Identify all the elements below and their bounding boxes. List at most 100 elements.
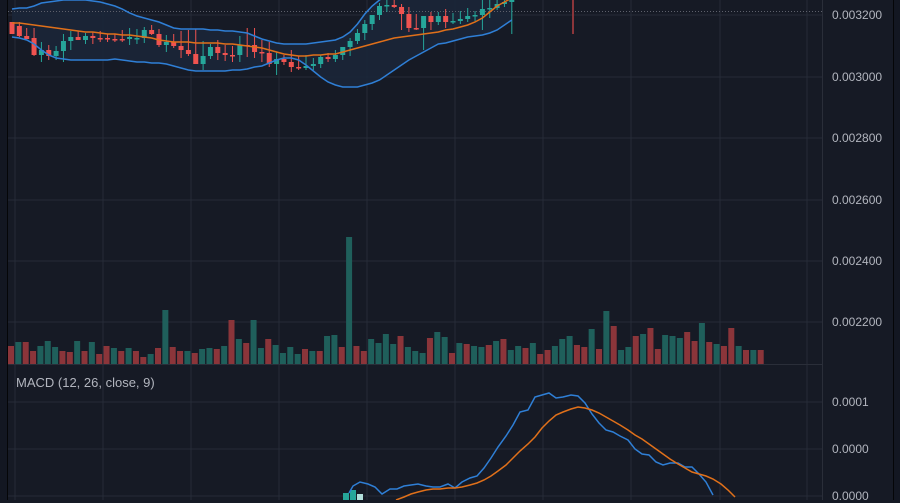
volume-bar — [493, 341, 500, 364]
candle-body — [178, 46, 184, 50]
volume-bar — [74, 341, 81, 364]
volume-bar — [243, 343, 250, 364]
volume-bar — [662, 335, 669, 364]
candle-body — [487, 8, 493, 10]
volume-bar — [632, 336, 639, 364]
candle-body — [465, 16, 471, 19]
candle-body — [259, 52, 265, 54]
macd-axis-label: 0.0000 — [832, 489, 869, 503]
candle-body — [112, 39, 118, 41]
candle-body — [31, 38, 37, 55]
volume-bar — [191, 353, 198, 364]
candle-body — [288, 62, 294, 67]
volume-bar — [463, 344, 470, 364]
volume-bar — [346, 237, 353, 364]
candle-body — [281, 59, 287, 62]
volume-bar — [500, 339, 507, 364]
volume-bar — [471, 346, 478, 364]
volume-bar — [720, 346, 727, 364]
volume-bar — [96, 354, 103, 364]
volume-bar — [59, 351, 66, 364]
volume-bar — [382, 334, 389, 364]
volume-bar — [713, 344, 720, 364]
volume-bar — [706, 342, 713, 364]
candle-body — [185, 50, 191, 54]
candle-body — [296, 67, 302, 69]
volume-bar — [279, 353, 286, 364]
volume-bar — [750, 350, 757, 364]
volume-bar — [30, 351, 37, 364]
volume-bar — [743, 350, 749, 364]
candle-body — [377, 6, 382, 15]
volume-bar — [676, 338, 683, 364]
macd-legend-title: MACD (12, 26, close, 9) — [16, 375, 155, 390]
price-axis-label: 0.002800 — [832, 131, 883, 145]
volume-bar — [302, 349, 308, 364]
candle-body — [450, 21, 456, 23]
volume-bar — [81, 351, 88, 364]
volume-bar — [728, 328, 735, 364]
candle-body — [222, 53, 228, 55]
volume-bar — [338, 347, 345, 364]
price-axis-label: 0.002600 — [832, 193, 883, 207]
candle-body — [266, 53, 272, 64]
volume-bar — [221, 346, 228, 364]
volume-bar — [390, 344, 397, 364]
candle-body — [325, 57, 331, 59]
volume-bar — [15, 342, 22, 364]
volume-bar — [449, 353, 455, 364]
volume-bar — [529, 343, 536, 364]
macd-histogram-bar — [343, 493, 349, 500]
candle-body — [90, 36, 96, 38]
volume-bar — [66, 352, 73, 364]
candle-body — [83, 36, 88, 40]
volume-bar — [287, 347, 294, 364]
candle-body — [207, 47, 213, 56]
candle-body — [310, 64, 316, 66]
volume-bar — [434, 332, 441, 364]
candle-body — [46, 50, 52, 56]
candle-body — [340, 47, 346, 55]
macd-histogram-bar — [350, 490, 356, 500]
volume-bar — [88, 342, 95, 364]
volume-bar — [735, 346, 742, 364]
volume-bar — [507, 350, 514, 364]
volume-bar — [485, 345, 492, 364]
candle-body — [406, 14, 412, 28]
candle-body — [347, 41, 353, 47]
volume-bar — [118, 351, 125, 364]
volume-bar — [573, 345, 580, 364]
candle-body — [362, 24, 368, 33]
bollinger-lower-line — [11, 19, 513, 88]
volume-bar — [522, 348, 529, 364]
volume-bar — [625, 347, 632, 364]
volume-bar — [426, 338, 433, 364]
volume-bar — [316, 351, 323, 364]
volume-bar — [228, 320, 235, 364]
volume-bar — [265, 339, 272, 364]
candle-body — [391, 5, 397, 7]
bollinger-upper-line — [11, 0, 381, 45]
candle-body — [75, 37, 81, 40]
volume-bar — [441, 337, 448, 364]
volume-bar — [551, 346, 558, 364]
signal-line — [395, 406, 736, 500]
candle-body — [472, 15, 478, 17]
candle-body — [479, 9, 485, 15]
volume-bar — [588, 329, 595, 364]
candle-body — [354, 33, 360, 41]
candle-body — [413, 28, 419, 30]
volume-bar — [331, 335, 338, 364]
volume-bar — [162, 310, 169, 364]
candle-body — [119, 39, 125, 41]
volume-bar — [603, 311, 610, 364]
volume-bar — [757, 350, 764, 364]
bollinger-basis-line — [12, 0, 510, 57]
volume-bar — [544, 350, 551, 364]
candle-body — [435, 16, 441, 22]
volume-bar — [22, 342, 29, 364]
volume-bar — [37, 346, 44, 364]
volume-bar — [478, 347, 485, 364]
volume-bar — [52, 347, 59, 364]
